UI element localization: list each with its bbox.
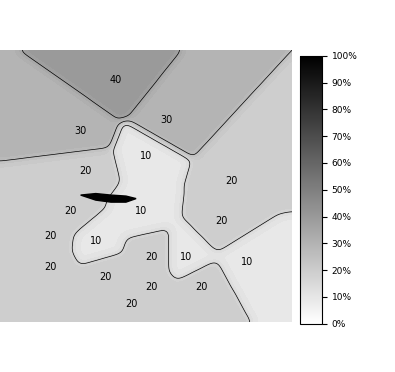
Text: 10: 10 — [181, 251, 193, 262]
Text: 10: 10 — [140, 151, 152, 161]
Text: 20: 20 — [64, 206, 77, 216]
Text: 10: 10 — [241, 257, 253, 267]
Text: 20: 20 — [79, 166, 92, 176]
Text: 10: 10 — [135, 206, 147, 216]
Text: 30: 30 — [160, 115, 173, 125]
Text: 20: 20 — [44, 231, 56, 241]
Text: 20: 20 — [145, 251, 157, 262]
Text: 20: 20 — [44, 262, 56, 272]
Text: 10: 10 — [90, 237, 102, 246]
Text: 20: 20 — [100, 272, 112, 282]
Text: 30: 30 — [75, 126, 87, 135]
Text: 20: 20 — [145, 282, 157, 292]
Text: 20: 20 — [226, 176, 238, 186]
Text: 40: 40 — [110, 75, 122, 85]
Text: 20: 20 — [125, 299, 137, 310]
Text: 20: 20 — [216, 216, 228, 226]
Text: 20: 20 — [196, 282, 208, 292]
Polygon shape — [81, 193, 136, 202]
